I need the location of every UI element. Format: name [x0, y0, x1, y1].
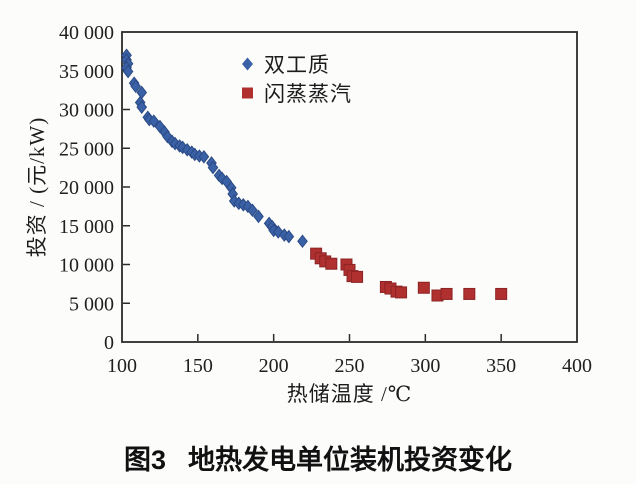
data-point-binary: [242, 199, 254, 214]
data-point-binary: [136, 100, 148, 114]
y-tick-label: 15 000: [59, 216, 114, 238]
data-point-binary: [122, 64, 134, 79]
square-marker-icon: [242, 87, 253, 98]
x-tick-label: 100: [107, 355, 137, 377]
data-point-binary: [297, 234, 308, 249]
legend: 双工质 闪蒸蒸汽: [240, 51, 352, 106]
square-marker-shape: [242, 87, 253, 98]
y-tick-label: 10 000: [59, 255, 114, 277]
data-point-binary: [148, 114, 160, 128]
y-tick-label: 5 000: [69, 293, 114, 315]
y-axis-title: 投资 / (元/kW): [25, 116, 49, 258]
data-point-binary: [247, 203, 258, 218]
data-point-flash: [463, 287, 476, 300]
figure-caption: 图3 地热发电单位装机投资变化: [0, 438, 636, 477]
data-point-flash: [395, 286, 408, 299]
data-point-binary: [198, 149, 210, 164]
data-point-binary: [253, 209, 264, 224]
x-axis-title: 热储温度 /℃: [286, 382, 413, 406]
legend-label-flash: 闪蒸蒸汽: [264, 81, 352, 106]
data-point-flash: [351, 270, 364, 283]
y-tick-label: 0: [104, 332, 114, 354]
data-point-binary: [207, 160, 219, 175]
x-tick-label: 250: [335, 355, 365, 377]
y-tick-label: 30 000: [59, 100, 114, 122]
diamond-marker-shape: [242, 57, 253, 70]
data-point-flash: [417, 281, 430, 294]
x-tick-label: 200: [259, 355, 289, 377]
x-tick-label: 150: [183, 355, 213, 377]
data-point-binary: [283, 229, 295, 244]
y-tick-label: 20 000: [59, 177, 114, 199]
diamond-marker-icon: [242, 57, 253, 70]
data-point-flash: [440, 287, 453, 300]
figure-caption-text: 地热发电单位装机投资变化: [188, 445, 513, 475]
legend-item-flash: 闪蒸蒸汽: [240, 80, 352, 106]
x-tick-label: 300: [410, 355, 440, 377]
y-tick-label: 25 000: [59, 138, 114, 160]
data-point-flash: [495, 287, 508, 300]
figure-caption-prefix: 图3: [123, 445, 167, 475]
plot-border: [121, 31, 578, 343]
data-point-binary: [162, 129, 173, 144]
x-tick-label: 350: [486, 355, 516, 377]
legend-label-binary: 双工质: [264, 52, 330, 77]
legend-item-binary: 双工质: [240, 51, 352, 77]
data-point-flash: [325, 257, 338, 270]
y-tick-label: 40 000: [59, 22, 114, 44]
x-tick-label: 400: [562, 355, 592, 377]
data-point-binary: [130, 79, 141, 94]
y-tick-label: 35 000: [59, 61, 114, 83]
